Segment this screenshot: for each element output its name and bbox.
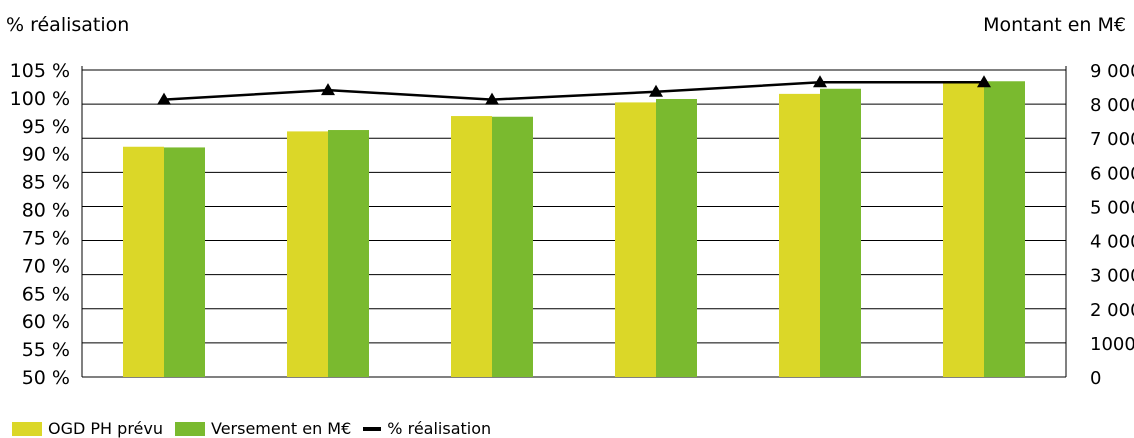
legend-item-versement: Versement en M€ [175, 420, 351, 438]
bar-ogd [287, 131, 328, 377]
bar-versement [164, 147, 205, 377]
realisation-point [321, 83, 335, 96]
bar-ogd [615, 102, 656, 378]
legend-swatch-realisation [363, 427, 382, 431]
right-tick-label: 8 000 [1090, 95, 1134, 116]
realisation-point [157, 92, 171, 105]
left-tick-label: 65 % [22, 283, 70, 305]
left-tick-label: 60 % [22, 311, 70, 333]
left-tick-label: 80 % [22, 200, 70, 222]
right-axis-title: Montant en M€ [983, 14, 1126, 36]
bar-versement [984, 81, 1025, 378]
legend-item-ogd: OGD PH prévu [12, 420, 163, 438]
right-tick-label: 1000 [1090, 334, 1134, 355]
right-tick-label: 3 000 [1090, 266, 1134, 287]
left-axis-title: % réalisation [6, 14, 130, 36]
left-tick-label: 50 % [22, 367, 70, 389]
left-tick-label: 75 % [22, 227, 70, 249]
legend-item-realisation: % réalisation [363, 420, 491, 438]
right-tick-label: 4 000 [1090, 232, 1134, 253]
legend-swatch-ogd [12, 422, 42, 436]
bar-ogd [943, 81, 984, 377]
right-tick-label: 9 000 [1090, 61, 1134, 82]
right-tick-label: 5 000 [1090, 197, 1134, 218]
bar-ogd [451, 116, 492, 378]
bar-versement [820, 88, 861, 377]
right-tick-label: 7 000 [1090, 129, 1134, 150]
bar-versement [328, 130, 369, 377]
realisation-point [485, 92, 499, 105]
legend-swatch-versement [175, 422, 205, 436]
legend-label-realisation: % réalisation [387, 419, 492, 438]
realisation-line [163, 81, 984, 101]
left-tick-label: 105 % [10, 60, 70, 82]
realisation-point [649, 84, 663, 97]
realisation-point [813, 75, 827, 88]
left-tick-label: 85 % [22, 172, 70, 194]
legend-label-versement: Versement en M€ [211, 419, 352, 438]
right-tick-label: 6 000 [1090, 163, 1134, 184]
right-tick-label: 2 000 [1090, 300, 1134, 321]
bar-versement [492, 116, 533, 377]
bar-ogd [123, 146, 164, 377]
legend: OGD PH prévu Versement en M€ % réalisati… [12, 420, 503, 438]
left-tick-label: 100 % [10, 88, 70, 110]
right-tick-label: 0 [1090, 368, 1101, 389]
left-tick-label: 95 % [22, 116, 70, 138]
left-tick-label: 70 % [22, 255, 70, 277]
left-tick-label: 90 % [22, 144, 70, 166]
left-tick-label: 55 % [22, 339, 70, 361]
realisation-point [977, 75, 991, 88]
legend-label-ogd: OGD PH prévu [48, 419, 163, 438]
bar-ogd [779, 93, 820, 377]
combo-chart: 50 % 55 % 60 % 65 % 70 % 75 % 80 % 85 % 90 % 95 %… [10, 60, 1134, 389]
bar-versement [656, 98, 697, 377]
